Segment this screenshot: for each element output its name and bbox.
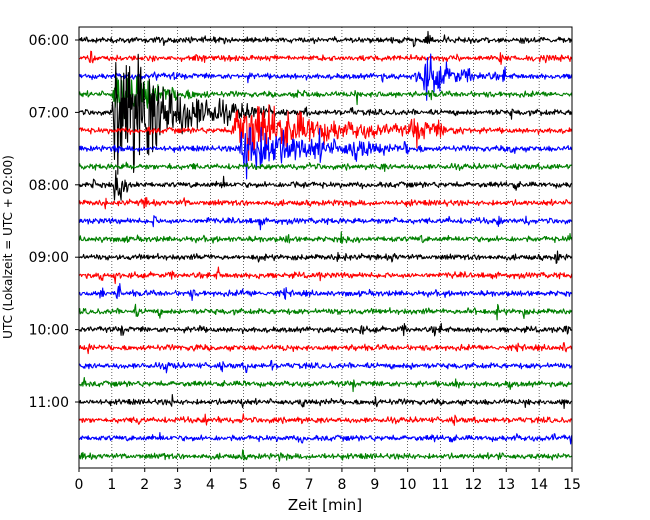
plot-background [79,27,572,468]
trace-line [78,75,573,120]
trace-line [78,303,573,321]
trace-line [78,161,572,173]
trace-line [78,342,573,355]
x-tick-label: 9 [370,477,379,493]
y-tick-label: 06:00 [29,33,69,49]
x-tick-label: 13 [497,477,515,493]
x-tick-label: 5 [239,477,248,493]
x-tick-label: 3 [173,477,182,493]
x-tick-label: 2 [140,477,149,493]
trace-line [78,250,573,264]
x-tick-label: 15 [563,477,581,493]
trace-line [78,53,573,175]
x-tick-label: 12 [464,477,482,493]
x-tick-label: 1 [107,477,116,493]
trace-line [78,126,573,180]
x-tick-label: 7 [305,477,314,493]
trace-line [78,104,573,162]
trace-line [78,376,573,393]
trace-line [78,449,573,462]
trace-line [78,393,573,409]
y-tick-label: 09:00 [29,250,69,266]
y-tick-label: 08:00 [29,178,69,194]
trace-line [78,50,573,65]
trace-line [78,53,573,101]
y-axis-title: UTC (Lokalzeit = UTC + 02:00) [1,155,15,339]
y-tick-label: 07:00 [29,105,69,121]
trace-line [79,215,573,231]
x-tick-label: 0 [75,477,84,493]
y-axis-ticks: 06:00 07:00 08:00 09:00 10:00 11:00 [29,33,79,411]
trace-line [78,413,573,426]
x-axis-ticks: 0 1 2 3 4 5 6 7 8 9 10 11 12 13 14 15 [75,468,581,493]
trace-line [78,359,573,374]
trace-line [79,266,573,285]
trace-line [78,432,573,445]
plot-frame [78,26,573,469]
y-tick-label: 10:00 [29,323,69,339]
trace-line [78,196,572,210]
x-tick-label: 8 [337,477,346,493]
trace-line [78,322,573,337]
y-tick-label: 11:00 [29,395,69,411]
x-tick-label: 6 [272,477,281,493]
x-axis-title: Zeit [min] [288,496,362,514]
x-tick-label: 11 [432,477,450,493]
x-tick-label: 14 [530,477,548,493]
trace-line [78,30,573,48]
x-tick-label: 10 [399,477,417,493]
trace-line [78,231,573,245]
seismogram-traces [78,30,573,462]
trace-line [78,283,573,301]
x-tick-label: 4 [206,477,215,493]
trace-line [78,169,573,201]
